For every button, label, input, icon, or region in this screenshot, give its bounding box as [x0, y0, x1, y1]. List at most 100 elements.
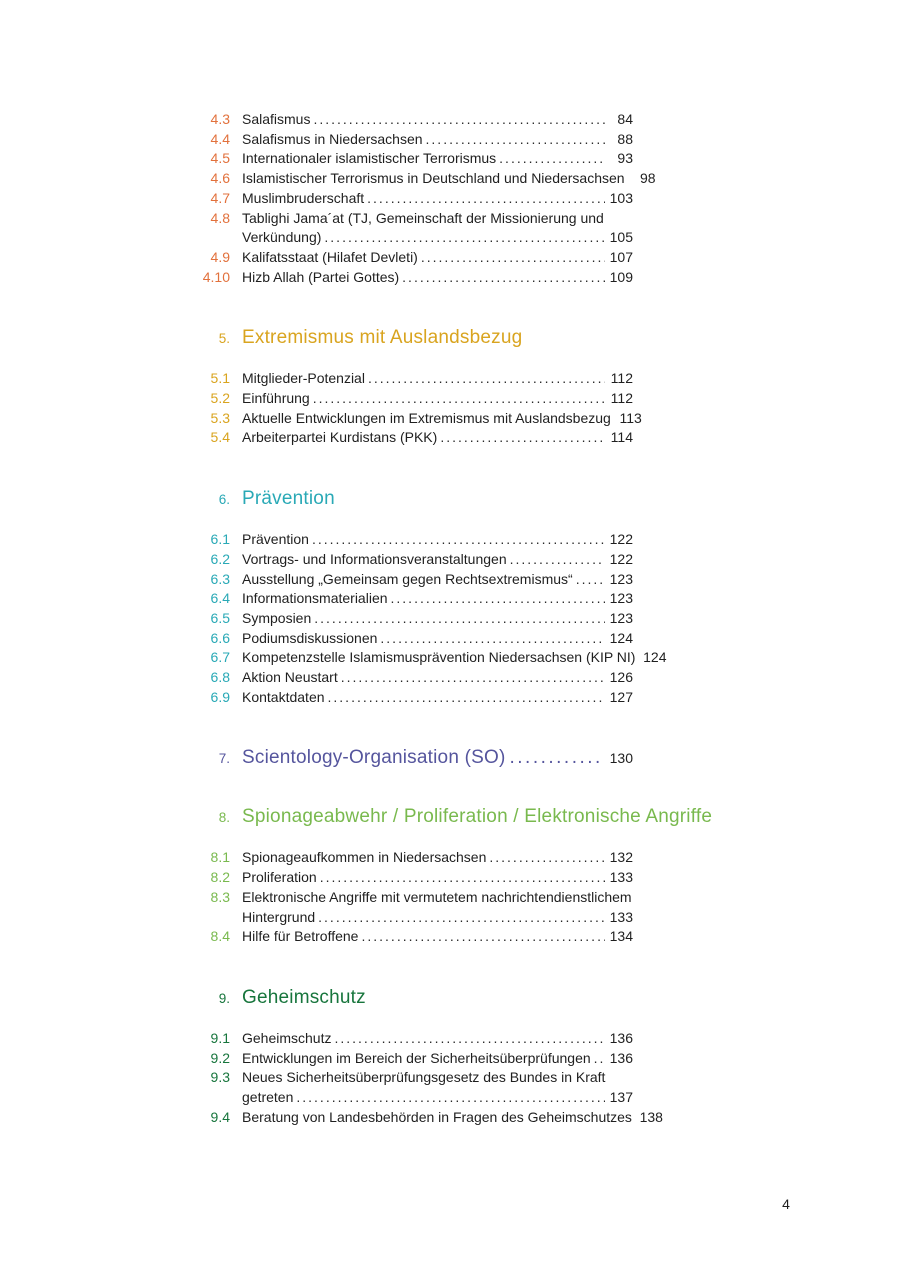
section-heading: 9. Geheimschutz	[200, 985, 633, 1012]
toc-entry-line: Mitglieder-Potenzial 112	[242, 369, 633, 389]
section-heading-number: 5.	[218, 331, 230, 347]
toc-entry-body: Kontaktdaten 127	[242, 688, 633, 708]
toc-entry-number: 9.2	[210, 1049, 230, 1066]
toc-entry-page: 84	[617, 111, 633, 127]
section-heading: 8. Spionageabwehr / Proliferation / Elekt…	[200, 804, 712, 831]
toc-entry-title: Kontaktdaten	[242, 688, 325, 705]
toc-entry: 6.3 Ausstellung „Gemeinsam gegen Rechtsex…	[200, 570, 633, 590]
toc-entry-page: 136	[609, 1029, 633, 1046]
toc-entry-line: Einführung 112	[242, 389, 633, 409]
toc-entry-page: 133	[609, 908, 633, 925]
toc-entry-number: 6.1	[210, 531, 230, 548]
toc-entry-body: Tablighi Jama´at (TJ, Gemeinschaft der M…	[242, 209, 633, 248]
toc-entry-number: 6.8	[210, 669, 230, 686]
dot-leader	[368, 369, 605, 389]
toc-entry-page: 132	[609, 849, 633, 866]
toc-entry-title-line1: Neues Sicherheitsüberprüfungsgesetz des …	[242, 1069, 606, 1086]
toc-entry-line: Internationaler islamistischer Terrorism…	[242, 149, 633, 169]
toc-entry-body: Geheimschutz 136	[242, 1029, 633, 1049]
toc-entry-title: Proliferation	[242, 869, 317, 886]
section-heading-number: 6.	[218, 492, 230, 508]
toc-entry-page: 123	[609, 590, 633, 607]
toc-entry-title: Hilfe für Betroffene	[242, 928, 359, 945]
toc-entry-line: Salafismus 84	[242, 110, 633, 130]
section-heading-number: 8.	[218, 810, 230, 826]
toc-entry: 9.1 Geheimschutz 136	[200, 1029, 633, 1049]
toc-entry-body: Islamistischer Terrorismus in Deutschlan…	[242, 169, 656, 189]
section-heading-title: Prävention	[242, 488, 335, 510]
toc-item-block: 9.1 Geheimschutz 136 9.2 Entwicklungen im Be…	[200, 1029, 663, 1128]
dot-leader	[594, 1049, 605, 1069]
toc-entry-line: Symposien 123	[242, 609, 633, 629]
toc-entry-body: Ausstellung „Gemeinsam gegen Rechtsextre…	[242, 570, 633, 590]
toc-entry-body: Podiumsdiskussionen 124	[242, 629, 633, 649]
dot-leader	[334, 1029, 605, 1049]
toc-entry: 6.7 Kompetenzstelle Islamismusprävention …	[200, 648, 667, 668]
toc-entry-page: 112	[610, 390, 633, 407]
toc-entry-body: Mitglieder-Potenzial 112	[242, 369, 633, 389]
toc-entry-title: Informationsmaterialien	[242, 590, 388, 607]
toc-entry-number: 5.3	[210, 409, 230, 426]
toc-entry-line: Informationsmaterialien 123	[242, 589, 633, 609]
toc-entry-page: 136	[609, 1049, 633, 1066]
toc-entry: 9.4 Beratung von Landesbehörden in Fragen…	[200, 1108, 663, 1128]
toc-entry-line: Proliferation 133	[242, 868, 633, 888]
toc-entry-body: Neues Sicherheitsüberprüfungsgesetz des …	[242, 1068, 633, 1107]
dot-leader	[380, 629, 605, 649]
toc-entry-title: Hizb Allah (Partei Gottes)	[242, 268, 400, 285]
toc-item-block: 5.1 Mitglieder-Potenzial 112 5.2 Einführung 1…	[200, 369, 642, 448]
toc-entry-line: Kompetenzstelle Islamismusprävention Nie…	[242, 648, 666, 668]
toc-entry: 8.3 Elektronische Angriffe mit vermutetem…	[200, 888, 633, 927]
toc-entry-line: Aktuelle Entwicklungen im Extremismus mi…	[242, 409, 642, 429]
toc-entry-line: Beratung von Landesbehörden in Fragen de…	[242, 1108, 663, 1128]
toc-entry-body: Symposien 123	[242, 609, 633, 629]
toc-entry-number: 4.5	[210, 150, 230, 167]
toc-entry-title-line1: Tablighi Jama´at (TJ, Gemeinschaft der M…	[242, 209, 604, 226]
toc-entry-page: 112	[610, 370, 633, 387]
toc-entry-line: Spionageaufkommen in Niedersachsen 132	[242, 848, 633, 868]
toc-entry-page: 134	[609, 928, 633, 945]
toc-entry-number: 4.7	[210, 189, 230, 206]
section-heading-title: Scientology-Organisation (SO)	[242, 747, 506, 769]
toc-entry-number: 4.8	[210, 209, 230, 226]
dot-leader	[296, 1088, 605, 1108]
toc-entry-body: Einführung 112	[242, 389, 633, 409]
toc-entry: 4.6 Islamistischer Terrorismus in Deutsch…	[200, 169, 656, 189]
toc-entry-body: Prävention 122	[242, 530, 633, 550]
toc-entry-body: Internationaler islamistischer Terrorism…	[242, 149, 633, 169]
section-heading: 6. Prävention	[200, 486, 633, 513]
toc-entry-line: Arbeiterpartei Kurdistans (PKK) 114	[242, 428, 633, 448]
toc-entry-page: 105	[609, 229, 633, 246]
toc-entry-number: 9.3	[210, 1069, 230, 1086]
toc-entry-title: Entwicklungen im Bereich der Sicherheits…	[242, 1049, 591, 1066]
toc-entry-title: Salafismus	[242, 111, 311, 127]
toc-entry-number: 4.9	[210, 248, 230, 265]
toc-entry: 4.3 Salafismus 84	[200, 110, 633, 130]
toc-entry-title: Muslimbruderschaft	[242, 189, 365, 206]
toc-entry-body: Aktuelle Entwicklungen im Extremismus mi…	[242, 409, 642, 429]
dot-leader	[426, 130, 605, 150]
section-heading-number: 9.	[218, 990, 230, 1006]
toc-entry-number: 5.4	[210, 429, 230, 446]
toc-entry-title-line2: Hintergrund	[242, 908, 316, 925]
toc-entry-title: Symposien	[242, 609, 312, 626]
toc-entry-line: Aktion Neustart 126	[242, 668, 633, 688]
toc-entry-line: Kontaktdaten 127	[242, 688, 633, 708]
toc-entry: 4.7 Muslimbruderschaft 103	[200, 189, 633, 209]
toc-entry-title: Aktion Neustart	[242, 669, 338, 686]
toc-entry-number: 8.3	[210, 888, 230, 905]
table-of-contents: 4.3 Salafismus 84 4.4 Salafismus in Niedersa…	[200, 110, 712, 1128]
toc-entry-line: Prävention 122	[242, 530, 633, 550]
dot-leader	[391, 589, 605, 609]
toc-entry: 8.1 Spionageaufkommen in Niedersachsen 132	[200, 848, 633, 868]
toc-entry-page: 122	[609, 531, 633, 548]
toc-entry-body: Salafismus 84	[242, 110, 633, 130]
toc-entry-number: 9.1	[210, 1029, 230, 1046]
toc-entry-title: Ausstellung „Gemeinsam gegen Rechtsextre…	[242, 570, 573, 587]
toc-entry: 6.6 Podiumsdiskussionen 124	[200, 629, 633, 649]
toc-entry: 4.8 Tablighi Jama´at (TJ, Gemeinschaft de…	[200, 209, 633, 248]
toc-entry-title: Podiumsdiskussionen	[242, 629, 378, 646]
toc-entry: 4.4 Salafismus in Niedersachsen 88	[200, 130, 633, 150]
section-heading-title: Spionageabwehr / Proliferation / Elektro…	[242, 806, 713, 828]
toc-entry-line: Hizb Allah (Partei Gottes) 109	[242, 268, 633, 288]
